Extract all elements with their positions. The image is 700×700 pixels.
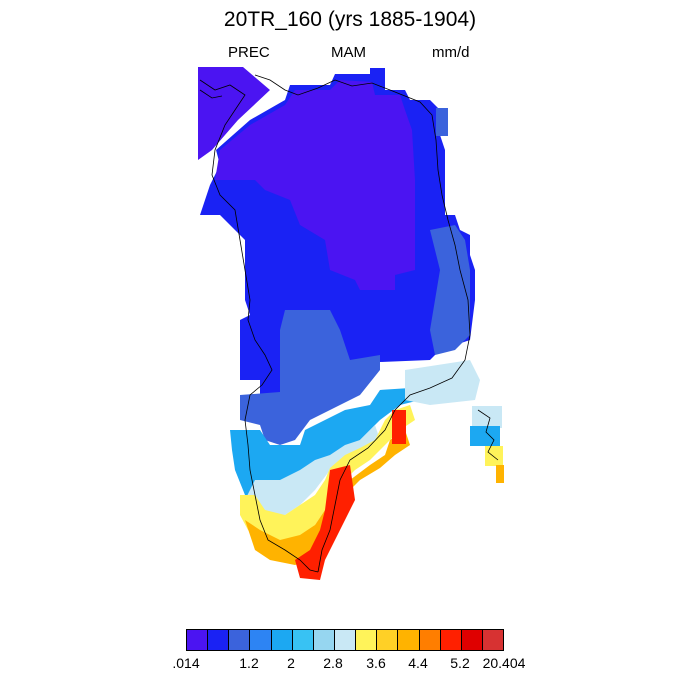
colorbar-swatch bbox=[271, 630, 293, 650]
region-cyan-band bbox=[230, 380, 470, 500]
coastline-path bbox=[199, 79, 319, 573]
region-steel-central bbox=[240, 310, 380, 445]
colorbar-tick-label: 3.6 bbox=[366, 655, 386, 671]
colorbar-tick-label: 20.404 bbox=[482, 655, 526, 671]
region-steel-east bbox=[430, 225, 470, 355]
region-red-coast bbox=[295, 465, 355, 580]
grid-cell bbox=[392, 410, 406, 444]
colorbar-tick-label: .014 bbox=[172, 655, 200, 671]
grid-cell bbox=[470, 426, 500, 446]
colorbar-swatch bbox=[334, 630, 357, 650]
colorbar-tick-label: 1.2 bbox=[239, 655, 259, 671]
coastline-path bbox=[199, 89, 223, 99]
precip-field bbox=[198, 67, 504, 580]
colorbar-tick-label: 2 bbox=[287, 655, 295, 671]
colorbar-swatch bbox=[482, 630, 504, 650]
plot-title: 20TR_160 (yrs 1885-1904) bbox=[223, 8, 477, 31]
colorbar-swatch bbox=[377, 630, 399, 650]
colorbar-tick-label: 4.4 bbox=[408, 655, 428, 671]
region-nw-corner bbox=[198, 67, 270, 160]
grid-cell bbox=[496, 465, 504, 483]
colorbar-tick-label: 2.8 bbox=[323, 655, 343, 671]
colorbar bbox=[186, 629, 504, 651]
coastline bbox=[199, 74, 499, 573]
colorbar-swatch bbox=[208, 630, 230, 650]
colorbar-tick-label: 5.2 bbox=[450, 655, 470, 671]
coastline-path bbox=[254, 74, 336, 96]
colorbar-swatch bbox=[440, 630, 462, 650]
colorbar-swatch bbox=[461, 630, 483, 650]
region-light-south bbox=[245, 425, 380, 520]
colorbar-swatch bbox=[398, 630, 420, 650]
colorbar-swatch bbox=[313, 630, 335, 650]
colorbar-swatch bbox=[250, 630, 272, 650]
colorbar-swatch bbox=[292, 630, 314, 650]
colorbar-swatch bbox=[356, 630, 378, 650]
units-label: mm/d bbox=[432, 44, 470, 61]
grid-cell bbox=[436, 108, 448, 136]
season-label: MAM bbox=[331, 44, 366, 61]
region-violet-interior bbox=[215, 80, 415, 290]
colorbar-swatch bbox=[187, 630, 209, 650]
colorbar-swatch bbox=[229, 630, 251, 650]
region-yellow-band bbox=[240, 405, 415, 545]
coastline-path bbox=[317, 79, 471, 573]
grid-cell bbox=[472, 406, 502, 428]
coastline-path bbox=[477, 409, 499, 461]
variable-label: PREC bbox=[228, 44, 270, 61]
grid-cell bbox=[485, 446, 503, 466]
colorbar-swatch bbox=[419, 630, 441, 650]
